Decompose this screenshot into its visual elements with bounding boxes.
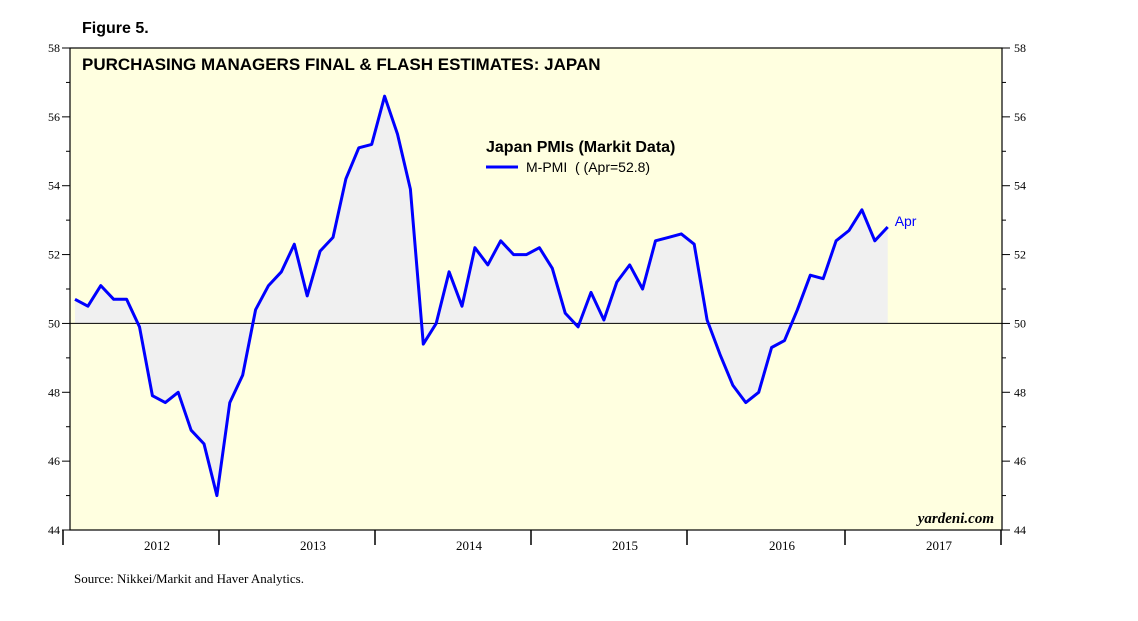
right-y-tick-label: 52 [1014, 248, 1026, 262]
left-y-tick-label: 50 [48, 316, 60, 330]
left-y-axis: 44 46 48 50 52 54 56 58 [48, 41, 70, 537]
x-tick-label: 2014 [456, 538, 483, 553]
left-y-tick-label: 58 [48, 41, 60, 55]
series-area-fill [75, 96, 888, 496]
left-y-tick-label: 52 [48, 248, 60, 262]
left-y-tick-label: 54 [48, 179, 60, 193]
watermark: yardeni.com [916, 511, 994, 527]
series-line-layer [74, 94, 889, 498]
left-y-tick-label: 46 [48, 454, 60, 468]
right-y-tick-label: 56 [1014, 110, 1026, 124]
right-y-tick-label: 44 [1014, 523, 1026, 537]
x-axis: 2012 2013 2014 2015 2016 2017 [62, 530, 1002, 553]
series-end-label: Apr [895, 213, 917, 229]
area-fill-layer [75, 96, 888, 496]
x-tick-label: 2015 [612, 538, 638, 553]
chart-title: PURCHASING MANAGERS FINAL & FLASH ESTIMA… [82, 55, 601, 74]
legend-series-label: M-PMI ( (Apr=52.8) [526, 159, 650, 175]
figure-label: Figure 5. [82, 20, 149, 37]
right-y-axis: 44 46 48 50 52 54 56 58 [1002, 41, 1026, 537]
left-y-tick-label: 44 [48, 523, 60, 537]
left-y-tick-label: 48 [48, 385, 60, 399]
series-line-m-pmi [74, 94, 889, 498]
right-y-tick-label: 54 [1014, 179, 1026, 193]
x-tick-label: 2016 [769, 538, 796, 553]
right-y-tick-label: 58 [1014, 41, 1026, 55]
left-y-tick-label: 56 [48, 110, 60, 124]
x-tick-label: 2017 [926, 538, 953, 553]
right-y-tick-label: 46 [1014, 454, 1026, 468]
legend-title: Japan PMIs (Markit Data) [486, 139, 675, 156]
right-y-tick-label: 50 [1014, 316, 1026, 330]
x-tick-label: 2013 [300, 538, 326, 553]
right-y-tick-label: 48 [1014, 385, 1026, 399]
x-tick-label: 2012 [144, 538, 170, 553]
source-note: Source: Nikkei/Markit and Haver Analytic… [74, 571, 304, 586]
